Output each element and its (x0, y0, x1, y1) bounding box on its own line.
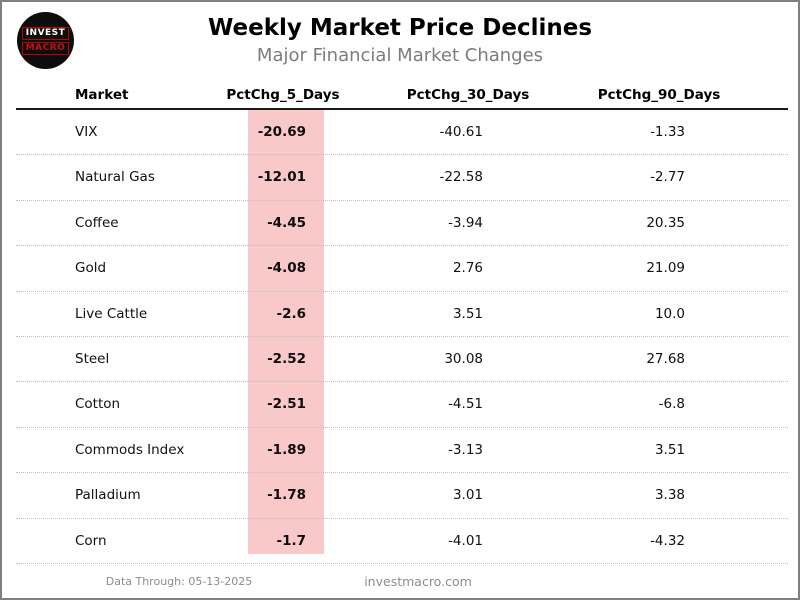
table-row: VIX -20.69 -40.61 -1.33 (16, 110, 788, 156)
pctchg-5-days-value: -1.78 (267, 487, 306, 504)
pctchg-30-days-value: -4.01 (448, 532, 483, 549)
market-name: Coffee (75, 214, 119, 231)
table-row: Cotton -2.51 -4.51 -6.8 (16, 382, 788, 428)
pctchg-5-days-value: -20.69 (257, 124, 306, 140)
pctchg-30-days-value: 30.08 (444, 350, 483, 367)
pctchg-90-days-value: 27.68 (646, 350, 685, 367)
pctchg-90-days-value: -6.8 (658, 396, 685, 413)
market-table: VIX -20.69 -40.61 -1.33 Natural Gas -12.01 -22… (16, 110, 788, 564)
market-name: Palladium (75, 487, 141, 504)
column-header-market: Market (75, 87, 129, 103)
pctchg-90-days-value: -4.32 (650, 532, 685, 549)
table-row: Coffee -4.45 -3.94 20.35 (16, 201, 788, 247)
logo-macro-text: MACRO (21, 41, 70, 55)
table-row: Steel -2.52 30.08 27.68 (16, 337, 788, 383)
table-row: Commods Index -1.89 -3.13 3.51 (16, 428, 788, 474)
pctchg-30-days-value: -4.51 (448, 396, 483, 413)
table-row: Corn -1.7 -4.01 -4.32 (16, 519, 788, 564)
chart-subtitle: Major Financial Market Changes (256, 45, 544, 66)
pctchg-5-days-value: -2.6 (276, 305, 306, 322)
chart-title: Weekly Market Price Declines (207, 15, 593, 41)
pctchg-5-days-value: -1.7 (276, 532, 306, 549)
table-row: Live Cattle -2.6 3.51 10.0 (16, 292, 788, 337)
website-label: investmacro.com (364, 574, 472, 589)
pctchg-30-days-value: -40.61 (439, 124, 483, 140)
pctchg-30-days-value: 3.01 (452, 487, 483, 504)
market-name: VIX (75, 124, 98, 140)
pctchg-90-days-value: 3.51 (654, 441, 685, 458)
pctchg-90-days-value: 20.35 (646, 214, 685, 231)
column-header-pctchg-90-days: PctChg_90_Days (597, 87, 721, 103)
pctchg-5-days-value: -2.52 (267, 350, 306, 367)
pctchg-5-days-value: -4.45 (267, 214, 306, 231)
pctchg-30-days-value: 2.76 (452, 260, 483, 277)
pctchg-30-days-value: -22.58 (439, 169, 483, 186)
market-name: Natural Gas (75, 169, 155, 186)
column-header-pctchg-5-days: PctChg_5_Days (226, 87, 340, 103)
table-row: Natural Gas -12.01 -22.58 -2.77 (16, 155, 788, 201)
pctchg-90-days-value: -1.33 (650, 124, 685, 140)
pctchg-30-days-value: -3.13 (448, 441, 483, 458)
highlight-column-band (248, 110, 324, 554)
data-through-label: Data Through: 05-13-2025 (105, 575, 253, 588)
column-header-pctchg-30-days: PctChg_30_Days (406, 87, 530, 103)
pctchg-5-days-value: -2.51 (267, 396, 306, 413)
market-name: Gold (75, 260, 107, 277)
pctchg-30-days-value: -3.94 (448, 214, 483, 231)
logo-invest-text: INVEST (21, 26, 70, 40)
pctchg-30-days-value: 3.51 (452, 305, 483, 322)
pctchg-90-days-value: 21.09 (646, 260, 685, 277)
market-name: Corn (75, 532, 107, 549)
table-row: Gold -4.08 2.76 21.09 (16, 246, 788, 292)
market-name: Steel (75, 350, 110, 367)
pctchg-90-days-value: -2.77 (650, 169, 685, 186)
market-name: Cotton (75, 396, 121, 413)
pctchg-5-days-value: -1.89 (267, 441, 306, 458)
pctchg-90-days-value: 3.38 (654, 487, 685, 504)
pctchg-5-days-value: -4.08 (267, 260, 306, 277)
table-row: Palladium -1.78 3.01 3.38 (16, 473, 788, 519)
market-name: Commods Index (75, 441, 185, 458)
investmacro-logo: INVEST MACRO (17, 12, 74, 69)
pctchg-90-days-value: 10.0 (654, 305, 685, 322)
header-divider-line (16, 108, 788, 110)
market-name: Live Cattle (75, 305, 148, 322)
pctchg-5-days-value: -12.01 (257, 169, 306, 186)
